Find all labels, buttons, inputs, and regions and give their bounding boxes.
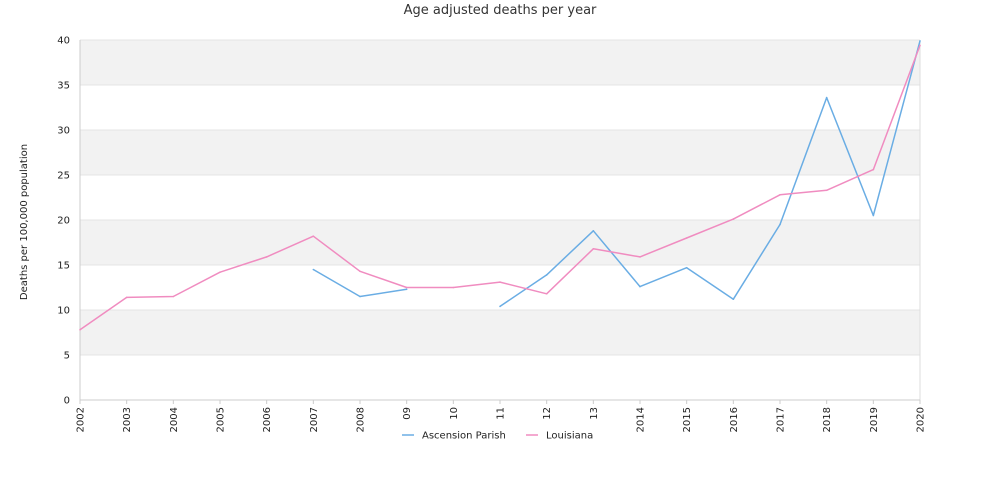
chart-title: Age adjusted deaths per year xyxy=(403,3,597,18)
x-tick-label: 2020 xyxy=(916,407,927,432)
x-tick-label: 2015 xyxy=(682,407,693,432)
y-tick-label: 5 xyxy=(64,351,70,362)
grid-band xyxy=(80,220,920,265)
y-tick-labels: 0 5 10 15 20 25 30 35 40 xyxy=(57,36,70,407)
y-tick-label: 20 xyxy=(57,216,70,227)
x-tick-label: 2005 xyxy=(216,407,227,432)
x-tick-label: 2016 xyxy=(729,407,740,432)
legend-item: Ascension Parish xyxy=(402,431,506,442)
legend-label: Ascension Parish xyxy=(422,431,506,442)
x-tick-label: 2019 xyxy=(869,407,880,432)
y-tick-label: 30 xyxy=(57,126,70,137)
y-tick-label: 0 xyxy=(64,396,70,407)
y-tick-label: 35 xyxy=(57,81,70,92)
grid-band xyxy=(80,355,920,400)
series-line xyxy=(499,40,921,308)
x-tick-label: 13 xyxy=(589,407,600,420)
x-tick-label: 10 xyxy=(449,407,460,420)
grid-band xyxy=(80,130,920,175)
series-louisiana xyxy=(79,44,921,331)
x-tick-labels: 2002 2003 2004 2005 2006 2007 2008 09 10 11 12 13 20… xyxy=(76,400,927,432)
legend-label: Louisiana xyxy=(546,431,593,442)
y-axis-label: Deaths per 100,000 population xyxy=(19,144,30,300)
grid-band xyxy=(80,310,920,355)
series-lines xyxy=(79,40,921,331)
x-tick-label: 2003 xyxy=(122,407,133,432)
grid-bands xyxy=(80,40,920,400)
x-tick-label: 2004 xyxy=(169,407,180,432)
x-tick-label: 12 xyxy=(542,407,553,420)
y-tick-label: 40 xyxy=(57,36,70,47)
series-line xyxy=(312,268,407,298)
grid-band xyxy=(80,175,920,220)
x-tick-label: 2008 xyxy=(356,407,367,432)
x-tick-label: 2007 xyxy=(309,407,320,432)
x-tick-label: 11 xyxy=(496,407,507,420)
x-tick-label: 2017 xyxy=(776,407,787,432)
x-tick-label: 09 xyxy=(402,407,413,420)
y-tick-label: 10 xyxy=(57,306,70,317)
legend-item: Louisiana xyxy=(526,431,593,442)
grid-band xyxy=(80,85,920,130)
legend: Ascension Parish Louisiana xyxy=(402,431,593,442)
x-tick-label: 2002 xyxy=(76,407,87,432)
x-tick-label: 2014 xyxy=(636,407,647,432)
series-line xyxy=(79,45,921,331)
grid-band xyxy=(80,265,920,310)
series-ascension-parish xyxy=(312,40,921,308)
x-tick-label: 2018 xyxy=(822,407,833,432)
y-tick-label: 15 xyxy=(57,261,70,272)
y-tick-label: 25 xyxy=(57,171,70,182)
grid-band xyxy=(80,40,920,85)
x-tick-label: 2006 xyxy=(262,407,273,432)
